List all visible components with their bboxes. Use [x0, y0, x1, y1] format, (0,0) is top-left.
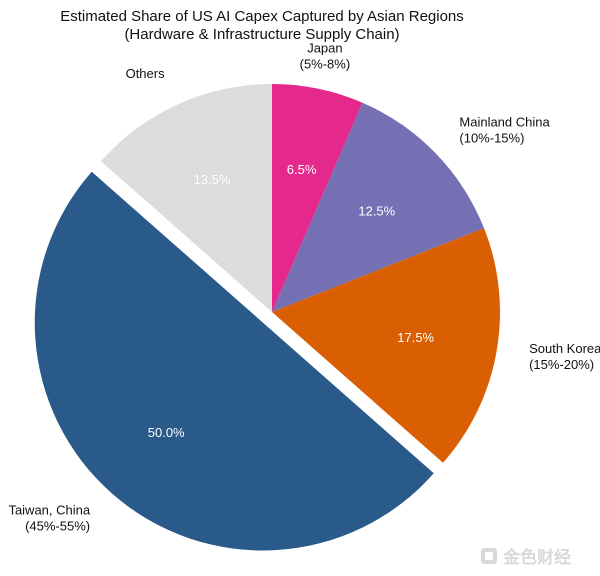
- pie-slice-taiwan-china: [34, 171, 434, 551]
- pie-percent-label-taiwan-china: 50.0%: [148, 425, 185, 440]
- pie-slice-mainland-china: [272, 102, 484, 312]
- pie-percent-label-others: 13.5%: [194, 172, 231, 187]
- pie-slice-others: [100, 83, 272, 312]
- chart-title: Estimated Share of US AI Capex Captured …: [60, 8, 464, 25]
- pie-percent-label-mainland-china: 12.5%: [358, 204, 395, 219]
- pie-category-label-japan: Japan (5%-8%): [300, 40, 351, 71]
- pie-slice-south-korea: [272, 228, 501, 463]
- pie-category-label-taiwan-china: Taiwan, China (45%-55%): [8, 502, 90, 533]
- chart-subtitle: (Hardware & Infrastructure Supply Chain): [124, 26, 399, 43]
- pie-labels: Japan (5%-8%) Mainland China (10%-15%) South…: [8, 40, 600, 533]
- pie-category-label-mainland-china: Mainland China (10%-15%): [459, 114, 550, 145]
- pie-category-label-others: Others: [126, 66, 166, 81]
- pie-slice-japan: [272, 84, 363, 312]
- pie-percent-label-japan: 6.5%: [287, 162, 317, 177]
- watermark: 金色财经: [481, 547, 571, 568]
- pie-category-label-south-korea: South Korea (15%-20%): [529, 341, 600, 372]
- pie-slices: 6.5% 12.5% 17.5% 50.0% 13.5%: [34, 83, 501, 551]
- pie-percent-label-south-korea: 17.5%: [397, 330, 434, 345]
- watermark-logo-icon: [481, 548, 497, 564]
- watermark-text: 金色财经: [502, 547, 571, 568]
